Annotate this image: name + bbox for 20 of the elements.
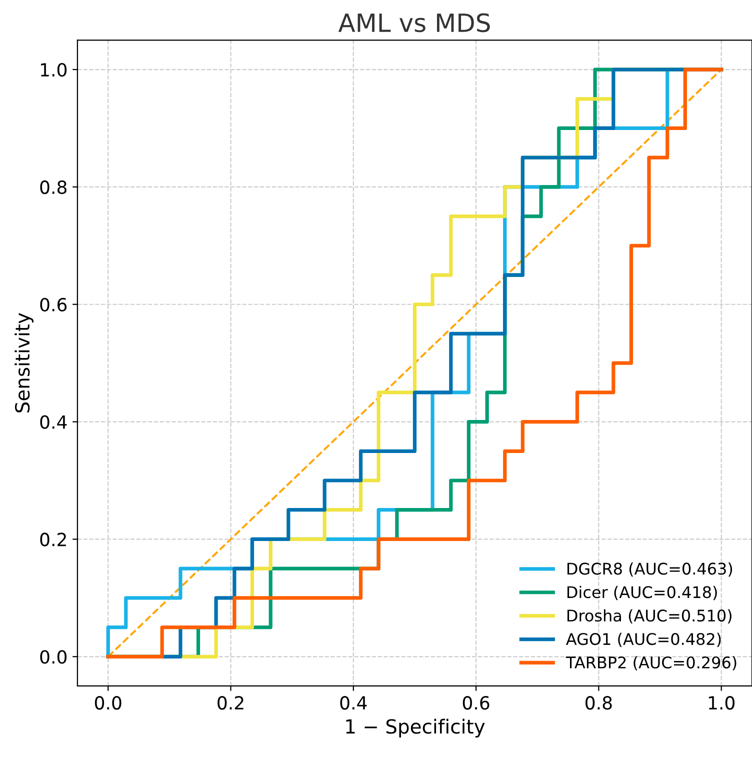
y-tick-label: 0.0 — [40, 650, 67, 664]
y-tick-label: 1.0 — [41, 62, 67, 77]
x-tick-label: 0.8 — [586, 696, 612, 710]
legend-label: AGO1 (AUC=0.482) — [566, 632, 721, 647]
x-tick-label: 0.4 — [340, 696, 367, 710]
y-tick-label: 0.2 — [40, 532, 66, 546]
legend-label: Drosha (AUC=0.510) — [567, 609, 732, 624]
x-tick-label: 0.0 — [94, 696, 122, 710]
y-axis-title: Sensitivity — [14, 313, 34, 412]
y-tick-label: 0.8 — [40, 180, 66, 194]
legend-label: DGCR8 (AUC=0.463) — [567, 562, 732, 577]
chart-title: AML vs MDS — [338, 13, 490, 32]
x-tick-label: 0.2 — [218, 696, 244, 710]
y-tick-label: 0.4 — [40, 415, 67, 429]
y-tick-label: 0.6 — [40, 298, 67, 312]
x-tick-label: 1.0 — [708, 696, 734, 710]
legend-label: TARBP2 (AUC=0.296) — [566, 656, 736, 670]
x-axis-title: 1 − Specificity — [346, 718, 485, 738]
legend-label: Dicer (AUC=0.418) — [567, 586, 717, 600]
x-tick-label: 0.6 — [462, 696, 490, 710]
